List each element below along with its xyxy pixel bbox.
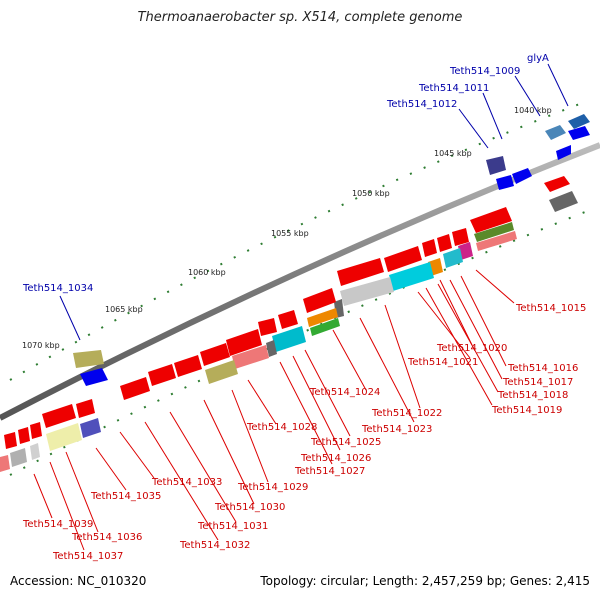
gene-feature	[389, 262, 434, 291]
gene-feature	[452, 228, 469, 246]
gene-label-1020: Teth514_1020	[436, 343, 507, 354]
kbp-1055: 1055 kbp	[271, 229, 309, 238]
gene-label-1037: Teth514_1037	[52, 551, 123, 562]
kbp-1060: 1060 kbp	[188, 268, 226, 277]
gene-label-1022: Teth514_1022	[371, 408, 442, 419]
gene-feature	[174, 355, 202, 377]
gene-label-1011: Teth514_1011	[418, 83, 489, 94]
blue-leader-lines	[59, 63, 569, 341]
gene-feature	[10, 448, 27, 467]
gene-feature	[205, 360, 238, 384]
gene-feature	[200, 343, 230, 366]
gene-feature	[4, 432, 17, 449]
gene-label-1029: Teth514_1029	[237, 482, 308, 493]
gene-feature	[80, 418, 101, 438]
gene-label-1009: Teth514_1009	[449, 66, 520, 77]
gene-feature	[384, 246, 422, 272]
gene-label-1035: Teth514_1035	[90, 491, 161, 502]
gene-feature	[42, 404, 76, 428]
gene-feature	[443, 248, 463, 268]
gene-feature	[232, 345, 269, 369]
gene-feature	[226, 329, 262, 356]
gene-label-1017: Teth514_1017	[502, 377, 573, 388]
gene-feature	[544, 176, 570, 192]
gene-label-1021: Teth514_1021	[407, 357, 478, 368]
red-leader-lines	[33, 269, 515, 551]
gene-feature	[512, 168, 532, 184]
gene-feature	[556, 145, 571, 160]
gene-label-1027: Teth514_1027	[294, 466, 365, 477]
gene-label-1032: Teth514_1032	[179, 540, 250, 551]
kbp-1065: 1065 kbp	[105, 305, 143, 314]
gene-label-1026: Teth514_1026	[300, 453, 371, 464]
gene-feature	[278, 310, 298, 329]
gene-label-1028: Teth514_1028	[246, 422, 317, 433]
gene-feature	[568, 126, 590, 140]
gene-label-1012: Teth514_1012	[386, 99, 457, 110]
gene-label-1015: Teth514_1015	[515, 303, 586, 314]
gene-label-1023: Teth514_1023	[361, 424, 432, 435]
gene-label-1039: Teth514_1039	[22, 519, 93, 530]
kbp-1045: 1045 kbp	[434, 149, 472, 158]
gene-feature	[303, 288, 336, 313]
kbp-1040: 1040 kbp	[514, 106, 552, 115]
gene-label-1031: Teth514_1031	[197, 521, 268, 532]
gene-feature	[476, 231, 517, 251]
kbp-1070: 1070 kbp	[22, 341, 60, 350]
gene-label-1019: Teth514_1019	[491, 405, 562, 416]
gene-label-1030: Teth514_1030	[214, 502, 285, 513]
gene-label-1025: Teth514_1025	[310, 437, 381, 448]
gene-feature	[474, 222, 514, 242]
gene-feature	[545, 125, 566, 140]
gene-feature	[18, 427, 30, 444]
gene-feature	[30, 422, 42, 439]
gene-feature	[470, 207, 512, 233]
gene-feature	[458, 242, 473, 260]
gene-feature	[30, 443, 40, 460]
gene-label-1034: Teth514_1034	[22, 283, 93, 294]
gene-label-1024: Teth514_1024	[309, 387, 380, 398]
kbp-1050: 1050 kbp	[352, 189, 390, 198]
gene-feature	[486, 156, 506, 175]
outer-tick-ring	[9, 99, 591, 381]
gene-feature	[568, 114, 590, 129]
gene-feature	[422, 239, 437, 257]
gene-label-glyA: glyA	[527, 53, 549, 64]
accession-text: Accession: NC_010320	[10, 574, 147, 588]
gene-feature	[120, 377, 150, 400]
gene-feature	[266, 340, 277, 357]
map-title: Thermoanaerobacter sp. X514, complete ge…	[137, 10, 463, 25]
gene-feature	[337, 258, 384, 286]
gene-label-1036: Teth514_1036	[71, 532, 142, 543]
gene-feature	[46, 423, 82, 451]
gene-feature	[272, 326, 306, 352]
gene-feature	[340, 277, 394, 306]
gene-feature	[76, 399, 95, 418]
gene-feature	[310, 318, 340, 336]
gene-feature	[80, 368, 108, 386]
gene-label-1033: Teth514_1033	[151, 477, 222, 488]
gene-label-1016: Teth514_1016	[507, 363, 578, 374]
gene-feature	[73, 350, 104, 368]
gene-feature	[307, 308, 338, 327]
gene-feature	[549, 191, 578, 212]
gene-feature	[258, 318, 277, 336]
gene-feature	[0, 455, 10, 472]
topology-text: Topology: circular; Length: 2,457,259 bp…	[260, 574, 590, 588]
gene-feature	[148, 364, 176, 386]
gene-feature	[496, 175, 514, 190]
gene-label-1018: Teth514_1018	[497, 390, 568, 401]
gene-feature	[437, 234, 452, 252]
